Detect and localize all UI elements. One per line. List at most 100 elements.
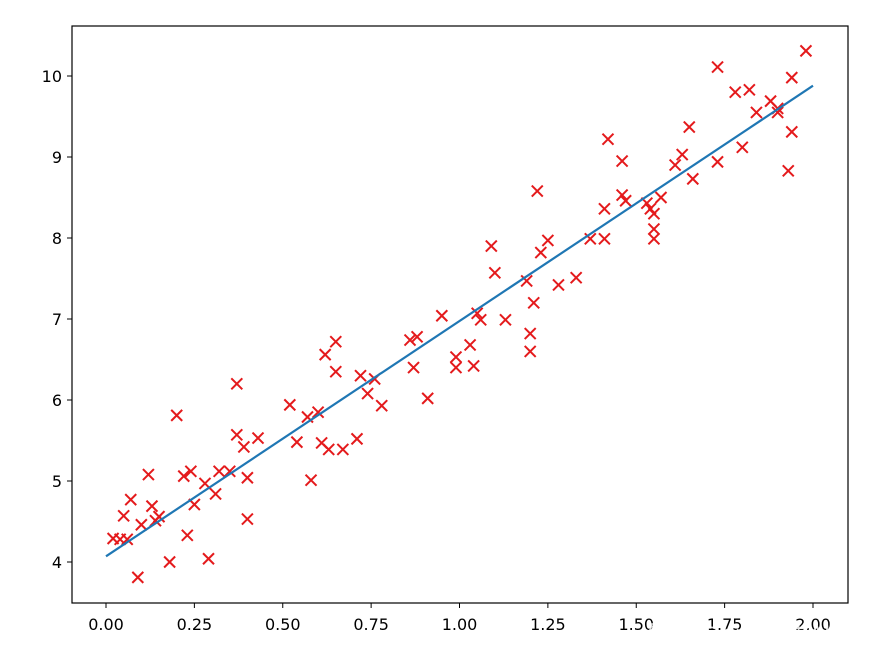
- scatter-point: [598, 232, 611, 246]
- x-axis-ticks: 0.00 0.25 0.50 0.75 1.00 1.25 1.50 1.75 2.00: [88, 603, 831, 634]
- scatter-point: [686, 172, 700, 186]
- x-tick-label: 1.75: [707, 615, 743, 634]
- scatter-point: [135, 518, 148, 531]
- scatter-point: [202, 552, 215, 565]
- scatter-point: [488, 266, 502, 280]
- scatter-point: [711, 60, 724, 74]
- scatter-point: [163, 555, 176, 569]
- scatter-point: [499, 313, 512, 327]
- scatter-point: [520, 274, 533, 288]
- scatter-point: [131, 571, 145, 584]
- scatter-point: [598, 202, 611, 216]
- scatter-point: [552, 278, 565, 292]
- scatter-point: [329, 335, 342, 348]
- scatter-point: [523, 327, 537, 340]
- scatter-point: [241, 471, 254, 484]
- scatter-point: [142, 468, 155, 481]
- scatter-point: [675, 148, 689, 161]
- scatter-point: [251, 431, 265, 445]
- plot-area: [71, 25, 849, 604]
- scatter-point: [407, 361, 420, 374]
- regression-line: [105, 84, 814, 558]
- scatter-point: [283, 398, 297, 412]
- scatter-point: [170, 409, 183, 422]
- scatter-point: [449, 350, 463, 364]
- scatter-point: [569, 271, 583, 284]
- x-tick-label: 0.50: [265, 615, 301, 634]
- scatter-point: [615, 188, 629, 202]
- y-tick-label: 8: [52, 229, 62, 248]
- scatter-point: [223, 465, 236, 478]
- scatter-point: [474, 313, 487, 327]
- x-tick-label: 2.00: [795, 615, 831, 634]
- scatter-point: [467, 359, 480, 373]
- x-tick-label: 1.00: [442, 615, 478, 634]
- scatter-point: [152, 510, 166, 523]
- scatter-point: [743, 83, 756, 96]
- scatter-point: [647, 207, 661, 220]
- scatter-point: [403, 333, 417, 347]
- watermark-text: 知乎 @小黑黑讲AI: [648, 623, 831, 648]
- scatter-point: [470, 307, 484, 320]
- scatter-point: [304, 473, 318, 487]
- scatter-point: [322, 443, 335, 456]
- scatter-point: [736, 141, 749, 154]
- x-tick-label: 0.00: [88, 615, 124, 634]
- scatter-point: [290, 435, 304, 449]
- x-tick-label: 0.75: [353, 615, 389, 634]
- scatter-point: [534, 246, 548, 259]
- y-tick-label: 6: [52, 391, 62, 410]
- scatter-point: [241, 512, 254, 526]
- scatter-point: [318, 348, 332, 361]
- y-tick-label: 4: [52, 553, 62, 572]
- scatter-point: [237, 440, 251, 454]
- scatter-point: [311, 405, 325, 419]
- scatter-point: [361, 387, 374, 400]
- scatter-point: [117, 509, 130, 523]
- scatter-point: [619, 194, 632, 207]
- scatter-point: [121, 533, 134, 546]
- scatter-point: [184, 465, 198, 478]
- scatter-point: [375, 399, 388, 412]
- scatter-point: [336, 443, 350, 456]
- scatter-point: [785, 71, 798, 84]
- scatter-point: [785, 125, 798, 139]
- axes-frame: [71, 25, 849, 604]
- scatter-point: [729, 85, 742, 99]
- scatter-point: [654, 191, 668, 204]
- y-tick-label: 5: [52, 472, 62, 491]
- scatter-point: [485, 239, 498, 253]
- x-tick-label: 0.25: [177, 615, 213, 634]
- scatter-point: [410, 330, 424, 344]
- scatter-point: [771, 106, 784, 119]
- scatter-point: [354, 369, 367, 382]
- scatter-point: [647, 232, 661, 246]
- scatter-point: [463, 338, 477, 352]
- scatter-point: [230, 377, 244, 391]
- scatter-point: [449, 361, 463, 374]
- scatter-point: [523, 345, 537, 358]
- x-tick-label: 1.25: [530, 615, 566, 634]
- scatter-point: [527, 296, 540, 310]
- scatter-point: [329, 365, 342, 378]
- x-tick-label: 1.50: [618, 615, 654, 634]
- scatter-point: [435, 309, 449, 322]
- scatter-point: [683, 120, 696, 134]
- scatter-point: [145, 499, 159, 513]
- scatter-point: [647, 222, 661, 236]
- scatter-point: [541, 234, 555, 247]
- scatter-point: [350, 432, 364, 446]
- scatter-point: [124, 493, 137, 506]
- scatter-point: [782, 164, 795, 177]
- scatter-point: [181, 529, 194, 542]
- scatter-point: [799, 44, 813, 58]
- scatter-point: [230, 428, 244, 442]
- scatter-point: [531, 184, 544, 198]
- y-tick-label: 9: [52, 148, 62, 167]
- scatter-point: [421, 392, 434, 405]
- scatter-point: [212, 465, 226, 478]
- scatter-point: [601, 132, 615, 146]
- scatter-point: [668, 158, 682, 172]
- scatter-point: [177, 469, 190, 483]
